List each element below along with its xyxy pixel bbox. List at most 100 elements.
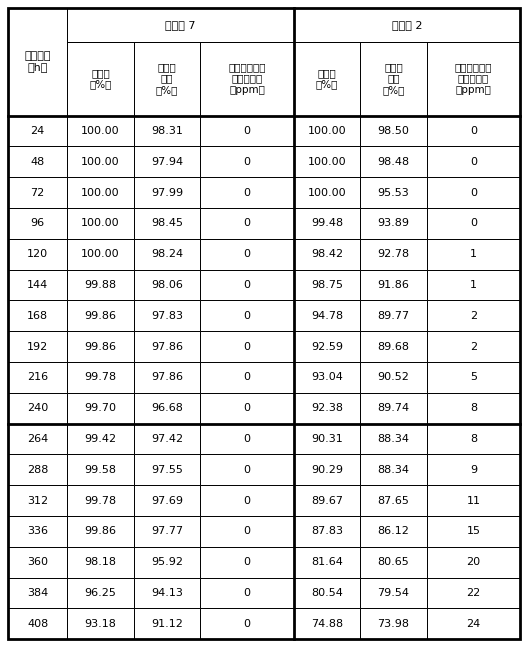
Text: 100.00: 100.00 — [308, 188, 346, 197]
Bar — [8, 547, 67, 578]
Bar — [8, 116, 67, 146]
Bar — [67, 331, 134, 362]
Bar — [294, 331, 360, 362]
Text: 0: 0 — [243, 157, 251, 167]
Bar — [360, 424, 427, 454]
Text: 0: 0 — [470, 157, 477, 167]
Text: 15: 15 — [467, 527, 480, 536]
Text: 94.13: 94.13 — [151, 588, 183, 598]
Text: 80.54: 80.54 — [311, 588, 343, 598]
Text: 99.86: 99.86 — [84, 527, 117, 536]
Bar — [427, 485, 520, 516]
Text: 99.88: 99.88 — [84, 280, 117, 290]
Bar — [360, 239, 427, 270]
Text: 93.04: 93.04 — [311, 373, 343, 382]
Text: 24: 24 — [466, 619, 480, 629]
Bar — [201, 331, 294, 362]
Bar — [8, 177, 67, 208]
Text: 99.78: 99.78 — [84, 373, 117, 382]
Text: 8: 8 — [470, 403, 477, 413]
Text: 97.69: 97.69 — [151, 496, 183, 505]
Text: 99.86: 99.86 — [84, 311, 117, 321]
Text: 0: 0 — [243, 342, 251, 351]
Text: 73.98: 73.98 — [378, 619, 410, 629]
Text: 74.88: 74.88 — [311, 619, 343, 629]
Text: 20: 20 — [466, 557, 480, 567]
Bar — [8, 239, 67, 270]
Bar — [360, 362, 427, 393]
Bar — [201, 362, 294, 393]
Text: 48: 48 — [31, 157, 45, 167]
Text: 24: 24 — [31, 126, 45, 136]
Text: 97.86: 97.86 — [151, 342, 183, 351]
Bar — [360, 331, 427, 362]
Text: 97.83: 97.83 — [151, 311, 183, 321]
Text: 98.18: 98.18 — [84, 557, 117, 567]
Bar — [360, 516, 427, 547]
Bar — [360, 146, 427, 177]
Bar — [294, 239, 360, 270]
Bar — [134, 331, 201, 362]
Bar — [67, 177, 134, 208]
Text: 实施例 7: 实施例 7 — [165, 19, 196, 30]
Bar — [360, 393, 427, 424]
Text: 89.67: 89.67 — [311, 496, 343, 505]
Text: 91.86: 91.86 — [378, 280, 410, 290]
Text: 0: 0 — [243, 373, 251, 382]
Text: 95.92: 95.92 — [151, 557, 183, 567]
Bar — [360, 116, 427, 146]
Bar — [427, 41, 520, 116]
Text: 93.18: 93.18 — [84, 619, 117, 629]
Text: 79.54: 79.54 — [378, 588, 410, 598]
Bar — [427, 454, 520, 485]
Bar — [201, 393, 294, 424]
Bar — [67, 300, 134, 331]
Bar — [427, 331, 520, 362]
Text: 0: 0 — [243, 188, 251, 197]
Bar — [294, 8, 520, 41]
Bar — [134, 454, 201, 485]
Bar — [201, 608, 294, 639]
Text: 转化率
（%）: 转化率 （%） — [89, 68, 112, 89]
Text: 144: 144 — [27, 280, 48, 290]
Text: 99.70: 99.70 — [84, 403, 117, 413]
Bar — [8, 8, 67, 116]
Bar — [360, 177, 427, 208]
Bar — [427, 208, 520, 239]
Text: 95.53: 95.53 — [378, 188, 410, 197]
Text: 0: 0 — [243, 465, 251, 475]
Text: 88.34: 88.34 — [378, 434, 410, 444]
Bar — [8, 516, 67, 547]
Bar — [294, 424, 360, 454]
Text: 1: 1 — [470, 249, 477, 259]
Text: 0: 0 — [243, 588, 251, 598]
Text: 100.00: 100.00 — [81, 219, 120, 228]
Bar — [67, 362, 134, 393]
Bar — [294, 516, 360, 547]
Text: 1: 1 — [470, 280, 477, 290]
Text: 99.58: 99.58 — [84, 465, 117, 475]
Bar — [201, 116, 294, 146]
Bar — [67, 578, 134, 608]
Text: 87.83: 87.83 — [311, 527, 343, 536]
Bar — [8, 300, 67, 331]
Text: 88.34: 88.34 — [378, 465, 410, 475]
Bar — [427, 362, 520, 393]
Text: 86.12: 86.12 — [378, 527, 410, 536]
Text: 2: 2 — [470, 311, 477, 321]
Text: 98.42: 98.42 — [311, 249, 343, 259]
Text: 98.75: 98.75 — [311, 280, 343, 290]
Text: 264: 264 — [27, 434, 48, 444]
Text: 22: 22 — [466, 588, 480, 598]
Bar — [427, 516, 520, 547]
Bar — [134, 485, 201, 516]
Bar — [67, 424, 134, 454]
Text: 2: 2 — [470, 342, 477, 351]
Text: 99.48: 99.48 — [311, 219, 343, 228]
Bar — [427, 393, 520, 424]
Bar — [294, 454, 360, 485]
Text: 91.12: 91.12 — [151, 619, 183, 629]
Text: 97.94: 97.94 — [151, 157, 183, 167]
Bar — [67, 270, 134, 300]
Bar — [67, 547, 134, 578]
